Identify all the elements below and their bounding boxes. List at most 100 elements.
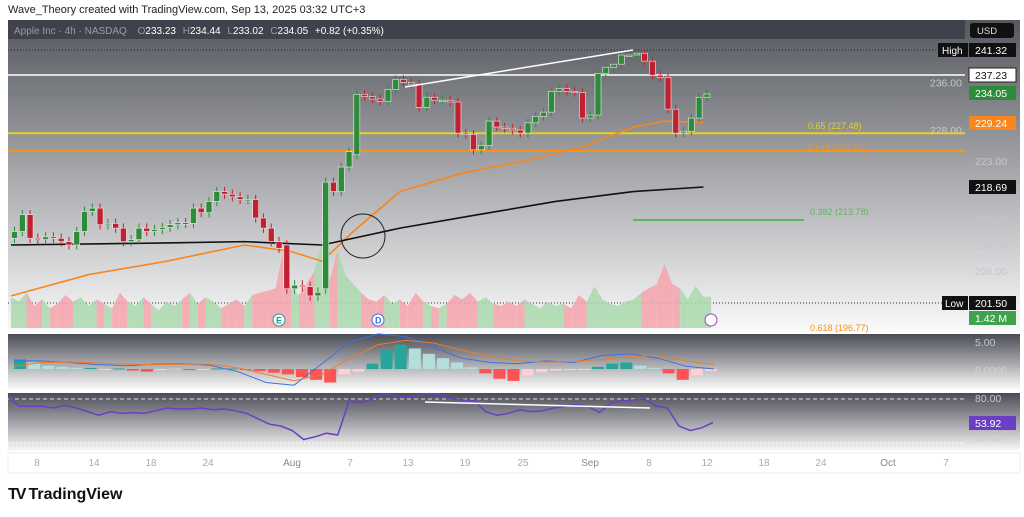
macd-histogram-bar [112,368,125,370]
volume-area [96,299,105,328]
volume-area [610,303,618,328]
volume-area [571,295,579,328]
x-tick-label: 18 [145,458,157,469]
tradingview-logo[interactable]: TV TradingView [8,486,122,504]
candle-body [361,93,368,97]
ema200-price-tag-bg [969,180,1016,194]
volume-area [345,275,354,328]
candle [120,223,127,247]
low-label: Low [945,299,964,310]
macd-histogram-bar [606,363,619,369]
volume-tag-bg [969,311,1016,325]
candle-body [135,227,143,240]
volume-area [42,299,50,328]
candle-body [236,196,244,200]
volume-area [151,303,159,328]
candle [34,233,42,245]
candle-body [322,181,330,290]
price-tick-label: 214.00 [975,213,1007,225]
volume-area [18,292,27,328]
legend-bar [8,20,965,39]
volume-area [392,299,400,328]
candle-body [586,114,594,119]
x-tick-label: 24 [202,458,214,469]
volume-area [205,297,214,328]
candle [205,196,213,218]
last-price-tag-bg [969,86,1016,100]
candle [18,210,26,237]
candle-body [509,127,516,131]
price-axis[interactable]: 236.00 228.00 223.00 214.00 210.00 206.00 5.00… [930,23,1017,445]
candle [127,234,135,247]
candle [174,218,182,230]
candle-body [446,99,454,103]
candle [423,93,431,112]
candle-body [330,181,337,192]
volume-area [329,248,338,328]
candle-body [174,222,182,226]
candle [81,206,88,237]
candle-body [680,130,687,134]
volume-area [594,286,603,328]
candle [283,240,291,294]
macd-histogram-bar [197,369,210,370]
macd-histogram-bar [140,369,153,372]
trend-line [404,49,634,88]
candle [633,48,641,60]
macd-histogram-bar [366,363,379,369]
rsi-pane [8,393,1020,451]
price-chart[interactable]: Apple Inc · 4h · NASDAQ O233.23 H234.44 … [0,0,1024,480]
close-value: 234.05 [278,26,309,37]
candle-body [633,52,641,56]
volume-area [88,299,97,328]
candle-body [337,166,345,192]
volume-tag: 1.42 M [975,313,1007,325]
volume-area [656,264,665,328]
volume-area [57,295,66,328]
candle [190,203,197,229]
candle-body [703,93,711,98]
volume-area [454,295,463,328]
candle-body [213,191,221,202]
candle [151,224,158,237]
open-value: 233.23 [145,26,176,37]
macd-histogram-bar [465,367,478,369]
candle-body [151,229,158,232]
candle-body [143,227,151,232]
candle-body [579,92,586,119]
event-label: D [375,316,382,326]
candle-body [291,284,298,290]
candle-body [532,115,540,124]
macd-histogram-bar [84,367,97,369]
macd-histogram-bar [253,369,266,372]
x-tick-label: Sep [581,458,599,469]
volume-area [407,292,416,328]
candle [586,110,594,123]
candle [477,141,485,155]
candle-body [26,214,34,239]
change-value: +0.82 (+0.35%) [315,26,384,37]
candle [493,116,501,132]
volume-area [221,303,229,328]
candle [594,69,602,120]
tradingview-logo-icon: TV [8,486,27,503]
candle-body [376,98,384,102]
volume-area [415,292,424,328]
macd-histogram-bar [267,369,280,373]
candle [96,203,104,230]
volume-area [236,299,245,328]
macd-histogram-bar [324,369,337,383]
volume-area [586,286,595,328]
candle [244,194,252,205]
macd-histogram-bar [394,344,407,369]
candle-body [470,134,477,151]
lightning-icon [704,313,718,327]
volume-area [337,248,346,328]
chart-credit: Wave_Theory created with TradingView.com… [8,4,366,16]
time-axis [7,452,1021,474]
candle-body [34,237,42,241]
macd-histogram-bar [507,369,520,381]
volume-area [633,292,642,328]
x-tick-label: 19 [459,458,471,469]
volume-area [493,303,502,328]
